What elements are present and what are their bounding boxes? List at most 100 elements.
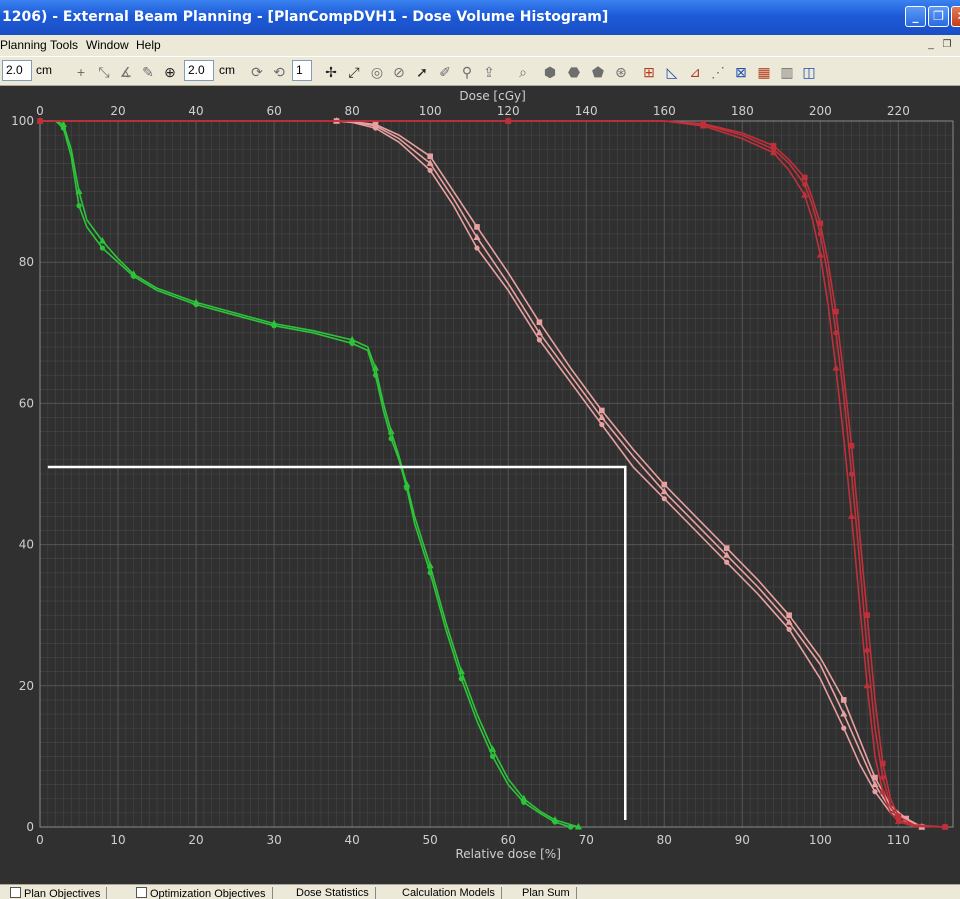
branch-icon[interactable]: ⚲: [461, 64, 473, 80]
x-tick-label: 10: [110, 833, 125, 847]
data-point: [660, 487, 668, 495]
x2-tick-label: 120: [497, 104, 520, 118]
step-size-input[interactable]: 2.0: [2, 60, 32, 81]
bottom-tab-bar: Plan Objectives Optimization Objectives …: [0, 884, 960, 899]
data-point: [473, 233, 481, 240]
mdi-minimize-icon[interactable]: _: [928, 39, 934, 50]
restore-button[interactable]: ❐: [928, 6, 949, 27]
data-point: [848, 512, 856, 519]
mdi-restore-icon[interactable]: ❐: [942, 39, 952, 50]
tab-optimization-objectives[interactable]: Optimization Objectives: [130, 887, 273, 899]
rotate-back-icon[interactable]: ⟲: [273, 64, 285, 80]
shape1-icon[interactable]: ⬢: [543, 64, 557, 80]
data-point: [840, 710, 848, 717]
data-point: [786, 626, 792, 632]
target-icon[interactable]: ⊛: [615, 64, 627, 80]
y-tick-label: 100: [11, 114, 34, 128]
dvh-view5-icon[interactable]: ⊠: [735, 64, 747, 80]
x-tick-label: 0: [36, 833, 44, 847]
tab-plan-objectives[interactable]: Plan Objectives: [4, 887, 108, 899]
data-point: [894, 817, 902, 824]
tab-label: Plan Objectives: [24, 888, 101, 899]
dvh-view6-icon[interactable]: ▦: [757, 64, 771, 80]
zoom-icon[interactable]: ⊕: [164, 64, 176, 80]
step-size-unit: cm: [36, 63, 52, 77]
tab-calculation-models[interactable]: Calculation Models: [396, 887, 502, 899]
minimize-button[interactable]: _: [905, 6, 926, 27]
export-icon[interactable]: ⇪: [483, 64, 495, 80]
data-point: [700, 121, 707, 127]
data-point: [864, 612, 870, 618]
series-line-green: [40, 120, 579, 828]
tab-dose-statistics[interactable]: Dose Statistics: [290, 887, 376, 899]
dvh-plot-area[interactable]: 0 10 20 30 40 50 60 70 80 90 100 110 0 20 40 60 80 100 120…: [0, 86, 960, 884]
data-point: [833, 308, 839, 315]
close-button[interactable]: ✕: [951, 6, 960, 27]
dvh-view2-icon[interactable]: ◺: [666, 64, 678, 80]
data-point: [37, 118, 43, 124]
data-point: [724, 559, 730, 565]
data-point: [76, 203, 82, 209]
data-point: [474, 245, 480, 251]
checkbox-icon[interactable]: [136, 887, 147, 898]
x2-tick-label: 0: [36, 104, 44, 118]
tab-plan-sum[interactable]: Plan Sum: [516, 887, 577, 899]
menu-help[interactable]: Help: [136, 38, 161, 52]
data-point: [520, 794, 528, 802]
data-point: [372, 364, 380, 371]
x-tick-label: 50: [423, 833, 438, 847]
line-tool-icon[interactable]: ⤢: [348, 64, 360, 80]
data-point: [661, 496, 667, 502]
data-point: [723, 551, 731, 558]
count-input[interactable]: 1: [292, 60, 312, 81]
data-point: [864, 647, 870, 654]
shape3-icon[interactable]: ⬟: [591, 64, 605, 80]
x2-tick-label: 220: [887, 104, 910, 118]
pointer-icon[interactable]: ➚: [416, 64, 428, 80]
data-point: [841, 725, 847, 731]
circle-tool-icon[interactable]: ◎: [370, 64, 384, 80]
menu-tools[interactable]: Tools: [50, 38, 79, 52]
series-line-pink: [336, 120, 923, 828]
x-tick-label: 40: [344, 833, 359, 847]
data-point: [879, 760, 886, 767]
data-point: [871, 780, 879, 788]
angle-icon[interactable]: ∡: [119, 64, 133, 80]
data-point: [786, 612, 792, 618]
data-point: [59, 120, 67, 128]
dvh-chart[interactable]: 0 10 20 30 40 50 60 70 80 90 100 110 0 20 40 60 80 100 120…: [0, 86, 960, 884]
x2-tick-label: 80: [344, 104, 359, 118]
dvh-view4-icon[interactable]: ⋰: [711, 64, 725, 80]
dvh-view7-icon[interactable]: ▥: [780, 64, 794, 80]
toolbar: 2.0 cm + ⤡ ∡ ✎ ⊕ 2.0 cm ⟳ ⟲ 1 ✢ ⤢ ◎ ⊘ ➚ …: [0, 56, 960, 86]
series-line-pink: [336, 120, 923, 828]
dvh-view3-icon[interactable]: ⊿: [689, 64, 701, 80]
data-point: [426, 561, 434, 569]
shape2-icon[interactable]: ⬣: [567, 64, 581, 80]
data-point: [661, 481, 668, 488]
data-point: [833, 330, 839, 336]
menu-planning[interactable]: Planning: [0, 38, 47, 52]
checkbox-icon[interactable]: [10, 887, 21, 898]
search-icon[interactable]: ⌕: [519, 64, 527, 80]
measure-icon[interactable]: ⤡: [98, 64, 110, 80]
data-point: [801, 174, 808, 181]
data-point: [99, 245, 106, 251]
block-tool-icon[interactable]: ⊘: [393, 64, 405, 80]
zoom-step-input[interactable]: 2.0: [184, 60, 214, 81]
data-point: [879, 787, 887, 795]
tab-label: Optimization Objectives: [150, 888, 266, 899]
edit-icon[interactable]: ✐: [439, 64, 451, 80]
crosshair-icon[interactable]: +: [76, 64, 86, 80]
pen-icon[interactable]: ✎: [142, 64, 154, 80]
dvh-view1-icon[interactable]: ⊞: [643, 64, 655, 80]
window-titlebar[interactable]: 1206) - External Beam Planning - [PlanCo…: [0, 0, 960, 35]
data-point: [535, 328, 543, 336]
data-point: [427, 167, 433, 174]
dvh-view8-icon[interactable]: ◫: [802, 64, 816, 80]
series-line-pink: [336, 120, 923, 828]
rotate-icon[interactable]: ⟳: [251, 64, 263, 80]
point-add-icon[interactable]: ✢: [325, 64, 337, 80]
x2-tick-label: 140: [575, 104, 598, 118]
menu-window[interactable]: Window: [86, 38, 129, 52]
